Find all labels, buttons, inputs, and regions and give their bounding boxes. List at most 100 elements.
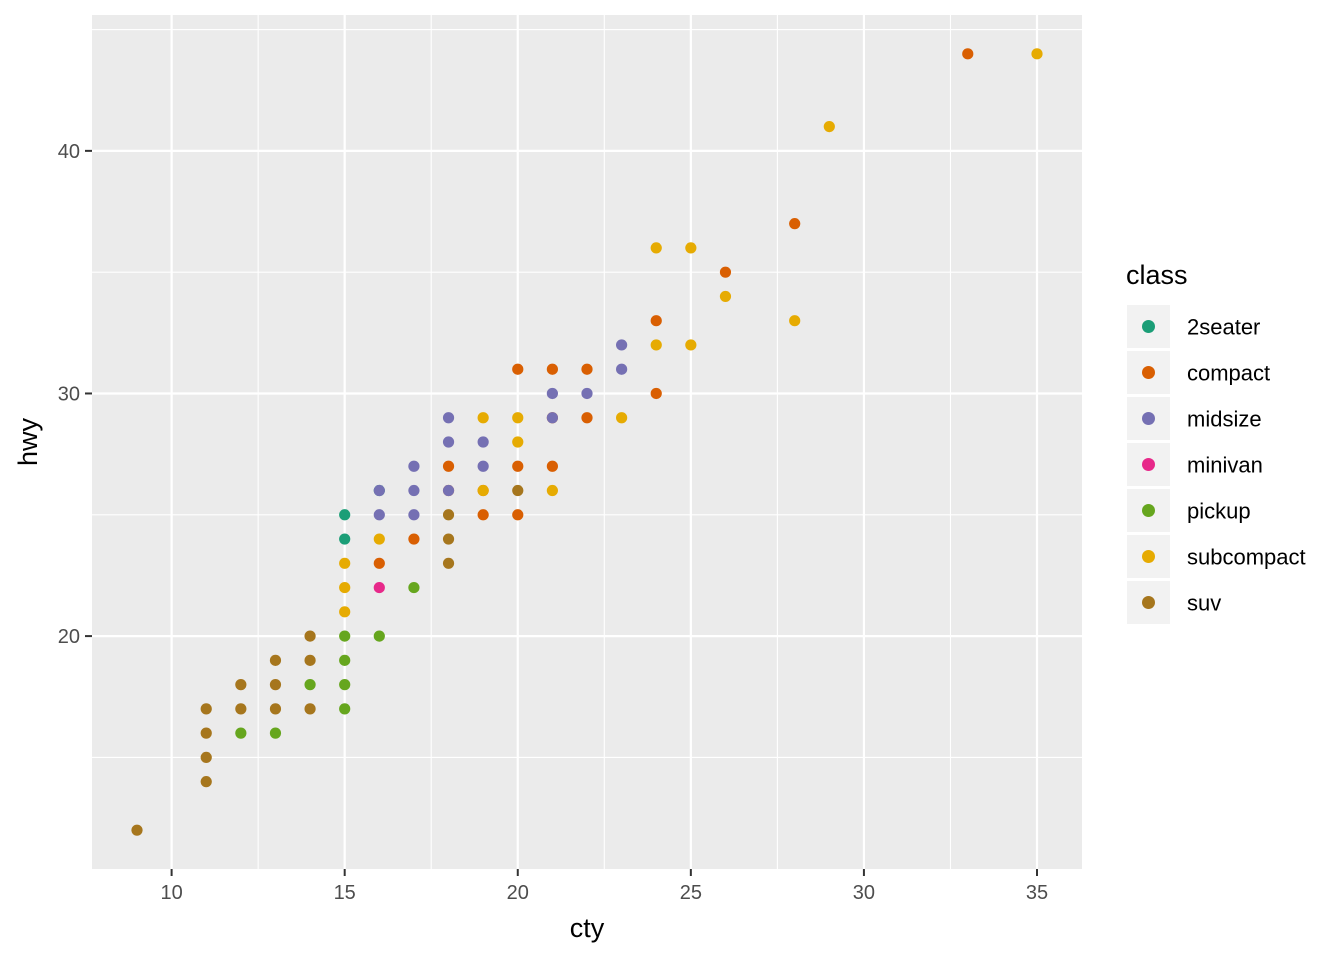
point-pickup — [269, 727, 282, 739]
point-midsize — [477, 436, 489, 448]
point-suv — [200, 751, 212, 763]
x-tick-label: 25 — [680, 882, 702, 904]
legend-label: subcompact — [1187, 545, 1306, 570]
legend-label: midsize — [1187, 407, 1262, 432]
point-suv — [235, 703, 247, 715]
minor-gridlines — [92, 15, 1082, 869]
point-pickup — [235, 727, 247, 739]
x-axis-ticks: 10 15 20 25 30 35 — [160, 869, 1048, 904]
point-suv — [269, 703, 282, 715]
point-pickup — [339, 630, 351, 642]
point-compact — [962, 48, 974, 60]
point-subcompact — [719, 290, 732, 303]
x-tick-label: 30 — [853, 882, 875, 904]
point-compact — [581, 363, 593, 375]
point-2seater — [339, 509, 351, 521]
point-subcompact — [339, 557, 351, 569]
point-pickup — [339, 654, 351, 666]
plot-panel — [92, 15, 1082, 869]
point-subcompact — [685, 339, 697, 351]
x-axis-title: cty — [570, 913, 605, 943]
point-suv — [235, 679, 247, 691]
point-midsize — [373, 509, 385, 521]
point-midsize — [408, 509, 420, 521]
legend-label: pickup — [1187, 499, 1251, 524]
point-subcompact — [512, 436, 524, 448]
point-suv — [442, 509, 455, 521]
x-tick-label: 20 — [507, 882, 529, 904]
y-tick-label: 40 — [58, 141, 80, 163]
point-compact — [719, 266, 732, 278]
point-minivan — [373, 581, 385, 594]
point-subcompact — [650, 339, 662, 351]
y-tick-label: 30 — [58, 383, 80, 405]
point-subcompact — [650, 242, 662, 254]
point-suv — [200, 776, 212, 788]
point-midsize — [546, 387, 558, 400]
x-tick-label: 10 — [160, 882, 182, 904]
point-suv — [512, 484, 524, 497]
point-compact — [512, 509, 524, 521]
x-tick-label: 15 — [334, 882, 356, 904]
point-midsize — [373, 484, 385, 497]
point-compact — [477, 509, 489, 521]
point-compact — [442, 460, 455, 472]
y-axis-ticks: 20 30 40 — [58, 141, 92, 648]
point-suv — [304, 654, 316, 666]
point-subcompact — [477, 484, 489, 497]
point-subcompact — [477, 412, 489, 424]
point-pickup — [408, 581, 420, 594]
point-midsize — [546, 412, 558, 424]
legend-title: class — [1126, 260, 1188, 290]
point-suv — [131, 824, 143, 836]
point-midsize — [408, 460, 420, 472]
point-suv — [269, 654, 282, 666]
x-tick-label: 35 — [1026, 882, 1048, 904]
point-suv — [304, 630, 316, 642]
point-midsize — [616, 339, 628, 351]
legend-items: 2seater compact midsize minivan pickup subcom… — [1127, 305, 1306, 624]
legend-key-subcompact — [1142, 550, 1155, 563]
point-subcompact — [339, 606, 351, 618]
point-pickup — [373, 630, 385, 642]
legend-label: compact — [1187, 361, 1270, 386]
point-pickup — [339, 679, 351, 691]
point-midsize — [442, 484, 455, 497]
legend-key-compact — [1142, 366, 1155, 379]
point-subcompact — [616, 412, 628, 424]
point-midsize — [581, 387, 593, 400]
point-compact — [650, 315, 662, 327]
legend-label: suv — [1187, 591, 1221, 616]
point-compact — [408, 533, 420, 545]
legend-key-minivan — [1142, 458, 1155, 471]
point-midsize — [442, 436, 455, 448]
point-subcompact — [685, 242, 697, 254]
point-compact — [546, 363, 558, 375]
legend-key-midsize — [1142, 412, 1155, 425]
point-subcompact — [373, 533, 385, 545]
point-suv — [304, 703, 316, 715]
point-suv — [200, 727, 212, 739]
point-pickup — [339, 703, 351, 715]
point-compact — [373, 557, 385, 569]
point-subcompact — [339, 581, 351, 594]
point-subcompact — [546, 484, 558, 497]
data-points — [131, 48, 1043, 836]
legend-key-2seater — [1142, 320, 1155, 333]
point-suv — [442, 533, 455, 545]
point-compact — [512, 460, 524, 472]
legend-label: 2seater — [1187, 315, 1260, 340]
point-subcompact — [823, 121, 835, 133]
point-2seater — [339, 533, 351, 545]
point-compact — [512, 363, 524, 375]
point-compact — [650, 387, 662, 400]
y-tick-label: 20 — [58, 626, 80, 648]
legend-label: minivan — [1187, 453, 1263, 478]
point-compact — [546, 460, 558, 472]
point-midsize — [442, 412, 455, 424]
point-suv — [442, 557, 455, 569]
legend-key-pickup — [1142, 504, 1155, 517]
y-axis-title: hwy — [13, 417, 43, 466]
point-compact — [581, 412, 593, 424]
